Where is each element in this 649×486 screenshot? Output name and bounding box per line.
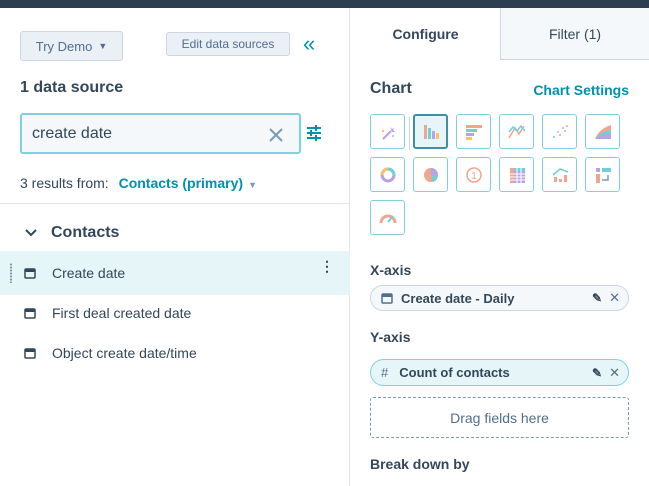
sankey-chart-icon [595,167,611,183]
search-input[interactable]: create date [20,113,301,154]
field-label: Object create date/time [52,345,197,361]
chart-type-combo-button[interactable] [542,157,577,192]
single-value-chart-icon: 1 [465,166,482,183]
drag-handle-icon[interactable] [9,263,13,283]
divider [409,117,410,150]
group-contacts[interactable]: Contacts [24,224,119,242]
left-panel [0,8,350,486]
top-bar [0,0,649,8]
x-axis-field-pill[interactable]: Create date - Daily ✎ ✕ [370,285,629,311]
horizontal-bar-chart-icon [465,124,482,140]
chart-type-single-value-button[interactable]: 1 [456,157,491,192]
field-row[interactable]: Object create date/time [0,331,350,375]
edit-pencil-icon[interactable]: ✎ [591,365,602,380]
drag-fields-dropzone[interactable]: Drag fields here [370,397,629,438]
chart-settings-link[interactable]: Chart Settings [533,82,629,98]
y-axis-field-pill[interactable]: # Count of contacts ✎ ✕ [370,359,629,386]
x-axis-label: X-axis [370,262,412,278]
caret-down-icon: ▼ [248,180,257,190]
chart-type-pie-button[interactable] [413,157,448,192]
chart-type-area-button[interactable] [585,114,620,149]
scatter-chart-icon [552,124,568,138]
field-row[interactable]: Create date ⋮ [0,251,350,295]
chart-type-line-button[interactable] [499,114,534,149]
gauge-chart-icon [379,214,396,223]
line-chart-icon [507,124,526,138]
field-row[interactable]: First deal created date [0,291,350,335]
tab-configure[interactable]: Configure [351,8,500,60]
more-options-icon[interactable]: ⋮ [320,258,334,274]
caret-down-icon: ▼ [98,41,108,51]
chart-type-horizontal-bar-button[interactable] [456,114,491,149]
chart-heading: Chart [370,80,412,97]
donut-chart-icon [380,167,395,182]
group-label: Contacts [51,224,120,241]
tab-filter[interactable]: Filter (1) [500,8,649,60]
breakdown-label: Break down by [370,456,470,472]
divider [0,203,350,204]
area-chart-icon [594,124,611,139]
pivot-table-chart-icon [509,167,525,183]
filter-settings-icon[interactable] [306,125,322,141]
y-axis-label: Y-axis [370,329,411,345]
calendar-icon [24,268,36,279]
svg-text:1: 1 [471,171,477,182]
collapse-double-chevron-icon[interactable]: « [303,31,316,56]
y-axis-field-label: Count of contacts [399,365,510,380]
combo-chart-icon [552,167,568,182]
calendar-icon [24,308,36,319]
chart-type-donut-button[interactable] [370,157,405,192]
chart-type-gauge-button[interactable] [370,200,405,235]
vertical-bar-chart-icon [423,124,439,139]
pie-chart-icon [423,167,438,182]
edit-data-sources-button[interactable]: Edit data sources [166,32,290,56]
field-label: First deal created date [52,305,192,321]
clear-search-icon[interactable] [268,127,284,143]
remove-icon[interactable]: ✕ [609,290,620,305]
data-source-count: 1 data source [20,79,124,96]
try-demo-label: Try Demo [35,38,93,54]
chart-type-vertical-bar-button[interactable] [413,114,448,149]
try-demo-button[interactable]: Try Demo ▼ [20,31,123,61]
x-axis-field-label: Create date - Daily [401,290,515,306]
results-summary: 3 results from: Contacts (primary) ▼ [20,175,257,191]
chevron-down-icon [25,229,37,237]
magic-wand-chart-icon [381,126,395,140]
field-label: Create date [52,265,126,281]
calendar-icon [24,348,36,359]
results-prefix: 3 results from: [20,175,109,191]
chart-type-sankey-button[interactable] [585,157,620,192]
remove-icon[interactable]: ✕ [609,364,620,380]
chart-type-pivot-table-button[interactable] [499,157,534,192]
results-source-dropdown[interactable]: Contacts (primary) [118,175,244,191]
chart-type-scatter-button[interactable] [542,114,577,149]
chart-type-magic-wand-button[interactable] [370,114,405,149]
edit-pencil-icon[interactable]: ✎ [591,291,602,305]
number-hash-icon: # [381,365,389,380]
calendar-icon [381,293,393,304]
